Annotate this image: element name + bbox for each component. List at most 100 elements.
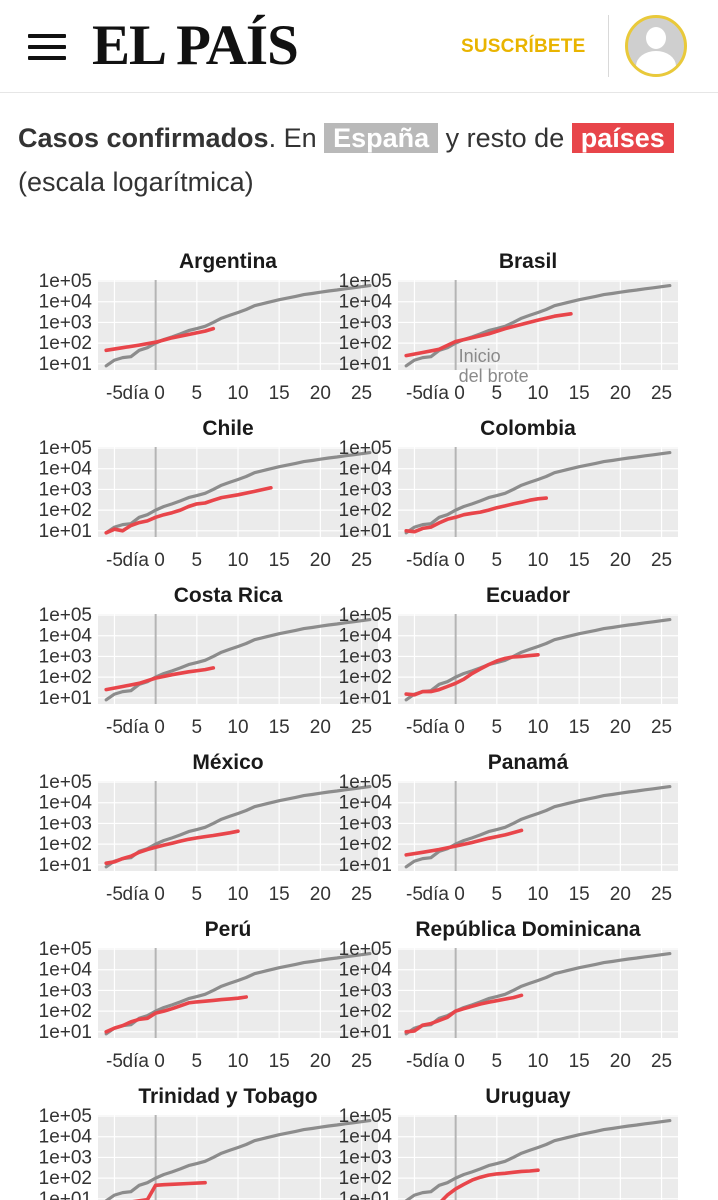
panel-title: Panamá [488, 751, 569, 774]
y-tick-label: 1e+04 [39, 626, 93, 647]
y-tick-label: 1e+04 [339, 292, 393, 313]
x-tick-label: 20 [310, 1051, 331, 1072]
spain-series-line [104, 284, 372, 368]
x-tick-label: 10 [527, 383, 548, 404]
y-tick-label: 1e+05 [39, 939, 92, 960]
y-tick-label: 1e+01 [339, 1022, 392, 1043]
x-tick-label: 10 [527, 550, 548, 571]
x-tick-label: 25 [651, 1051, 672, 1072]
country-series-line [104, 995, 248, 1034]
x-tick-label: 5 [492, 884, 503, 905]
x-tick-label: 15 [269, 884, 290, 905]
x-tick-label: -5 [106, 1051, 123, 1072]
panel-title: Colombia [480, 417, 576, 440]
x-tick-label: 20 [310, 717, 331, 738]
y-tick-label: 1e+03 [339, 479, 392, 500]
site-header: EL PAÍS SUSCRÍBETE [0, 0, 718, 93]
x-tick-label: 20 [310, 383, 331, 404]
y-tick-label: 1e+02 [39, 500, 92, 521]
x-tick-label: 20 [610, 550, 631, 571]
country-series-line [104, 486, 273, 535]
panel-title: Costa Rica [174, 584, 283, 607]
panel-title: Perú [205, 918, 252, 941]
x-tick-label: 25 [351, 550, 372, 571]
y-tick-label: 1e+05 [39, 772, 92, 793]
x-tick-label: 5 [492, 717, 503, 738]
country-series-line [404, 993, 524, 1034]
y-tick-label: 1e+03 [339, 813, 392, 834]
y-tick-label: 1e+02 [339, 1168, 392, 1189]
header-divider [608, 15, 609, 77]
y-tick-label: 1e+05 [39, 271, 92, 292]
x-tick-label: -5 [106, 550, 123, 571]
y-tick-label: 1e+05 [39, 605, 92, 626]
spain-series-line [404, 451, 672, 535]
title-text-2: . En [268, 123, 325, 153]
y-tick-label: 1e+01 [339, 354, 392, 375]
hamburger-menu-icon[interactable] [28, 34, 66, 60]
y-tick-label: 1e+01 [39, 1022, 92, 1043]
y-tick-label: 1e+02 [39, 667, 92, 688]
country-series-line [132, 1180, 207, 1200]
title-text-4: (escala logarítmica) [18, 167, 254, 197]
y-tick-label: 1e+05 [339, 939, 392, 960]
y-tick-label: 1e+01 [39, 521, 92, 542]
y-tick-label: 1e+01 [339, 521, 392, 542]
x-tick-label: 25 [351, 383, 372, 404]
y-tick-label: 1e+01 [39, 1189, 92, 1200]
panel-title: Trinidad y Tobago [138, 1085, 317, 1108]
x-tick-label: 15 [569, 884, 590, 905]
panel-title: Ecuador [486, 584, 570, 607]
x-tick-label: -5 [106, 383, 123, 404]
y-tick-label: 1e+03 [39, 312, 92, 333]
panel-title: Brasil [499, 250, 557, 273]
annotation-label: Inicio [459, 346, 501, 366]
spain-series-line [404, 618, 672, 702]
y-tick-label: 1e+05 [39, 438, 92, 459]
x-tick-label: 20 [610, 717, 631, 738]
x-tick-label: día 0 [423, 717, 465, 738]
x-tick-label: 25 [351, 884, 372, 905]
x-tick-label: 20 [310, 884, 331, 905]
country-series-line [104, 829, 240, 865]
x-tick-label: -5 [406, 884, 423, 905]
x-tick-label: día 0 [123, 383, 165, 404]
x-tick-label: 10 [527, 1051, 548, 1072]
y-tick-label: 1e+01 [339, 855, 392, 876]
x-tick-label: 15 [569, 1051, 590, 1072]
y-tick-label: 1e+05 [339, 1106, 392, 1127]
y-tick-label: 1e+02 [339, 333, 392, 354]
site-logo[interactable]: EL PAÍS [92, 14, 299, 77]
country-series-line [404, 312, 573, 358]
country-series-line [440, 1168, 540, 1200]
y-tick-label: 1e+04 [39, 292, 93, 313]
subscribe-button[interactable]: SUSCRÍBETE [461, 36, 586, 57]
y-tick-label: 1e+04 [39, 1127, 93, 1148]
country-series-line [404, 653, 540, 697]
y-tick-label: 1e+02 [339, 834, 392, 855]
y-tick-label: 1e+04 [39, 960, 93, 981]
spain-series-line [104, 952, 372, 1036]
x-tick-label: 10 [227, 383, 248, 404]
x-tick-label: 15 [569, 383, 590, 404]
chart-title: Casos confirmados. En España y resto de … [18, 116, 708, 204]
user-avatar-icon[interactable] [625, 15, 687, 77]
y-tick-label: 1e+04 [39, 793, 93, 814]
y-tick-label: 1e+01 [39, 688, 92, 709]
x-tick-label: 25 [651, 383, 672, 404]
y-tick-label: 1e+04 [339, 960, 393, 981]
x-tick-label: 15 [269, 383, 290, 404]
spain-series-line [404, 1119, 672, 1200]
spain-series-line [104, 1119, 372, 1200]
x-tick-label: 20 [610, 1051, 631, 1072]
legend-countries: países [571, 123, 674, 153]
y-tick-label: 1e+03 [339, 1147, 392, 1168]
x-tick-label: 5 [192, 383, 203, 404]
x-tick-label: -5 [106, 884, 123, 905]
x-tick-label: 5 [192, 884, 203, 905]
x-tick-label: 25 [351, 717, 372, 738]
x-tick-label: día 0 [123, 884, 165, 905]
